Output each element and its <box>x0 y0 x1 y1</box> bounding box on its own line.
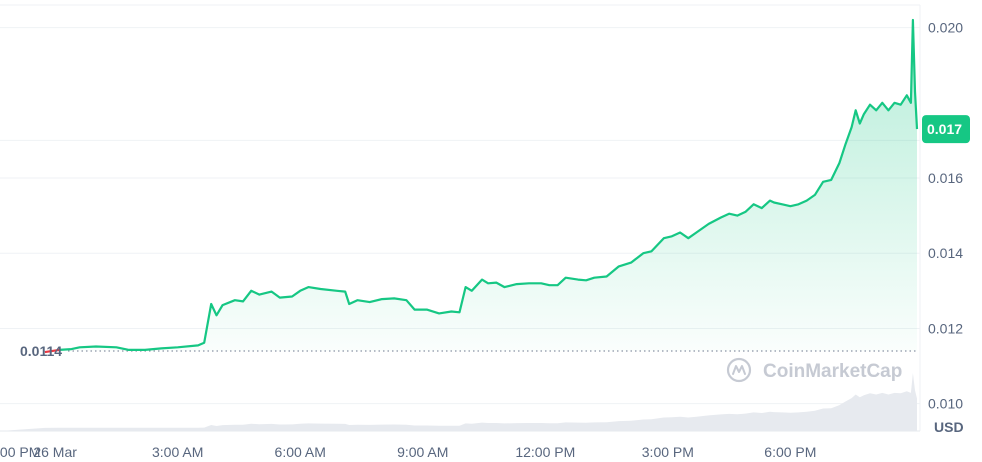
x-tick-label: 12:00 PM <box>515 444 575 460</box>
y-tick-label: 0.014 <box>928 245 963 261</box>
x-tick-label: 3:00 AM <box>152 444 203 460</box>
current-price-label: 0.017 <box>927 121 962 137</box>
price-lines <box>44 18 919 354</box>
x-tick-label: 9:00 PM <box>0 444 40 460</box>
current-price-badge-bg <box>922 115 970 144</box>
x-tick-label: 6:00 AM <box>275 444 326 460</box>
watermark-text: CoinMarketCap <box>763 361 902 382</box>
open-price-label: 0.0114 <box>20 343 62 359</box>
current-price-badge: 0.017 <box>922 115 970 144</box>
price-area-fill <box>44 20 917 353</box>
coinmarketcap-logo-icon <box>726 357 752 383</box>
price-line-below-open <box>44 348 60 354</box>
x-tick-label: 26 Mar <box>33 444 77 460</box>
currency-label: USD <box>934 419 964 435</box>
y-tick-label: 0.016 <box>928 170 963 186</box>
price-line-above-open <box>59 18 919 351</box>
y-axis-ticks: 0.010 0.012 0.014 0.016 0.020 <box>928 20 963 412</box>
y-tick-label: 0.012 <box>928 320 963 336</box>
x-tick-label: 6:00 PM <box>764 444 816 460</box>
x-tick-label: 3:00 PM <box>642 444 694 460</box>
watermark: CoinMarketCap <box>726 357 902 383</box>
x-tick-label: 9:00 AM <box>397 444 448 460</box>
grid-lines <box>0 27 920 405</box>
y-tick-label: 0.020 <box>928 20 963 36</box>
y-tick-label: 0.010 <box>928 396 963 412</box>
volume-area <box>0 373 917 431</box>
